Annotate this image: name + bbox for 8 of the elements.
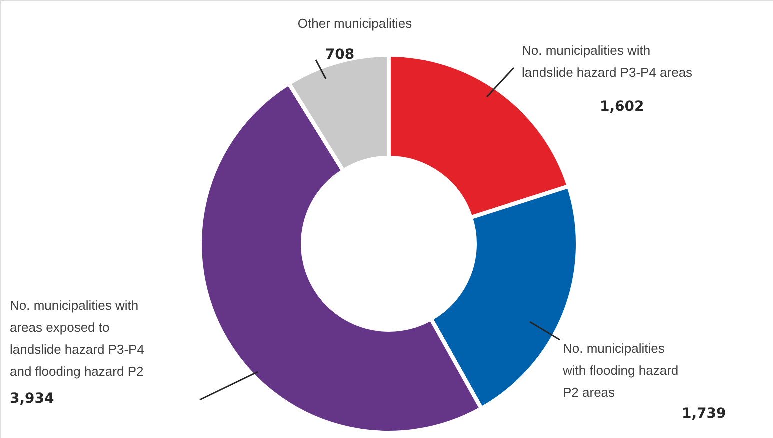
data-label: 3,934	[10, 391, 55, 407]
data-label: 708	[325, 47, 355, 63]
slice-label: No. municipalities with areas exposed to landslide hazard P3-P4 and flooding hazard P2	[10, 298, 144, 379]
slice-label: Other municipalities	[298, 16, 413, 31]
slice-label: No. municipalities with flooding hazard P2 areas	[562, 341, 679, 400]
slice-label: No. municipalities with landslide hazard P3-P4 areas	[522, 43, 694, 80]
data-label: 1,602	[600, 99, 644, 115]
data-label: 1,739	[682, 406, 726, 422]
